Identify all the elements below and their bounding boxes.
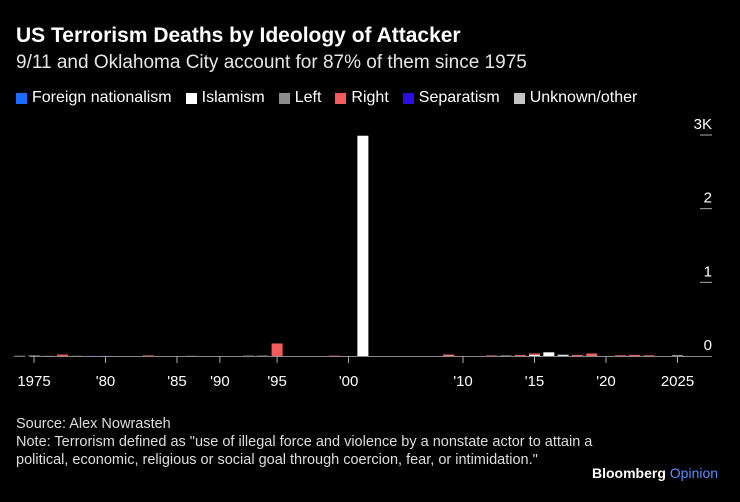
legend-item: Foreign nationalism [16, 89, 172, 107]
bar-right-2019 [586, 353, 598, 356]
legend-item: Left [278, 89, 322, 107]
bar-right-2021 [614, 355, 626, 357]
y-tick-label: 1 [704, 263, 712, 280]
bar-unknown-other-1987 [14, 355, 26, 357]
x-tick-label: '85 [167, 373, 187, 390]
note: Note: Terrorism defined as "use of illeg… [16, 434, 593, 468]
bar-unknown-other-2025 [672, 355, 683, 357]
x-tick-label: '80 [96, 373, 116, 390]
x-tick-label: '10 [453, 373, 473, 390]
plot-area: 1975 '80 '85 '90 '95 '00 '10 '15 '20 2025 0 1 2 3K [14, 116, 712, 390]
y-tick-label: 2 [704, 190, 712, 207]
legend-swatch [278, 92, 290, 104]
footnote: Source: Alex Nowrasteh Note: Terrorism d… [16, 415, 596, 469]
x-tick-label: '20 [596, 373, 616, 390]
legend-item: Unknown/other [513, 89, 638, 107]
legend-item: Separatism [402, 89, 500, 107]
source: Source: Alex Nowrasteh [16, 416, 171, 432]
bar-islamism-2001 [357, 135, 369, 356]
legend-item: Right [335, 89, 389, 107]
legend-label: Right [351, 89, 389, 106]
bar-left-1993 [257, 355, 269, 357]
x-tick-label: '95 [267, 373, 287, 390]
x-tick-label: '00 [339, 373, 359, 390]
bar-right-1977 [57, 354, 69, 356]
bar-right-2018 [571, 354, 583, 356]
bar-right-2014 [514, 354, 526, 356]
bar-right-1995 [271, 343, 283, 356]
legend-label: Unknown/other [529, 89, 638, 106]
legend-label: Islamism [201, 89, 265, 106]
bar-right-2009 [443, 354, 455, 356]
x-tick-label: 2025 [661, 373, 694, 390]
legend-swatch [185, 92, 197, 104]
legend-item: Islamism [185, 89, 265, 107]
legend-swatch [402, 92, 414, 104]
brand-name: Bloomberg [592, 465, 666, 481]
y-tick-label: 0 [704, 337, 712, 354]
legend-label: Left [294, 89, 322, 106]
x-tick-label: 1975 [17, 373, 50, 390]
bar-islamism-2015 [529, 354, 540, 356]
legend-label: Separatism [418, 89, 500, 106]
x-tick-label: '90 [210, 373, 230, 390]
bar-right-2012 [486, 355, 498, 357]
bar-right-2023 [643, 355, 655, 357]
legend-swatch [335, 92, 347, 104]
legend-swatch [513, 92, 525, 104]
y-tick-label: 3K [694, 116, 712, 133]
legend: Foreign nationalism Islamism Left Right Sepa… [16, 89, 637, 107]
bar-left-1975 [28, 355, 40, 357]
x-tick-label: '15 [525, 373, 545, 390]
legend-label: Foreign nationalism [32, 89, 172, 106]
legend-swatch [16, 92, 27, 104]
bar-right-2022 [629, 354, 641, 356]
chart-title: US Terrorism Deaths by Ideology of Attac… [16, 24, 461, 47]
bar-unknown-other-2017 [557, 354, 569, 356]
bar-right-2015 [529, 353, 540, 355]
bar-right-1983 [142, 355, 154, 357]
brand-suffix: Opinion [669, 465, 719, 481]
brand-logo: Bloomberg Opinion [592, 465, 718, 481]
bar-islamism-2017 [557, 355, 569, 357]
chart-subtitle: 9/11 and Oklahoma City account for 87% o… [16, 52, 527, 73]
bar-islamism-2016 [543, 352, 555, 356]
